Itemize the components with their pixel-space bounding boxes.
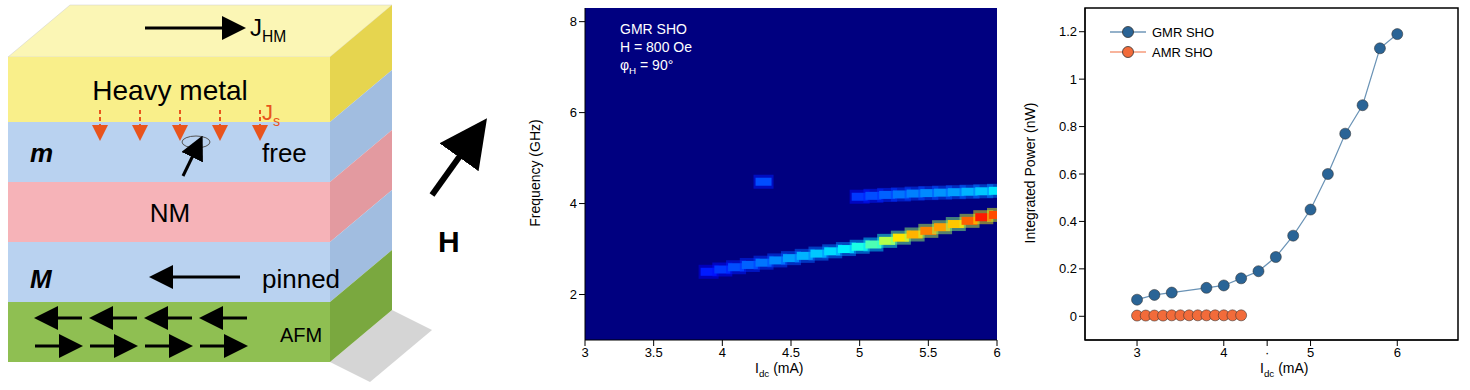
svg-text:0.8: 0.8	[1059, 119, 1077, 134]
svg-text:6: 6	[1394, 345, 1401, 360]
svg-text:m: m	[30, 138, 53, 168]
svg-text:1: 1	[1070, 72, 1077, 87]
svg-text:0: 0	[1070, 309, 1077, 324]
svg-text:Heavy metal: Heavy metal	[92, 75, 248, 106]
svg-text:JHM: JHM	[250, 14, 286, 45]
html-text:Integrated Power (nW): Integrated Power (nW)	[1022, 102, 1038, 244]
svg-text:free: free	[262, 138, 307, 168]
svg-text:NM: NM	[150, 198, 190, 228]
svg-text:8: 8	[570, 14, 577, 29]
svg-text:H: H	[438, 225, 460, 258]
svg-text:3: 3	[1133, 345, 1140, 360]
svg-text:2: 2	[570, 287, 577, 302]
svg-text:pinned: pinned	[262, 264, 340, 294]
html-text:Idc(mA): Idc(mA)	[1260, 360, 1309, 379]
html-text:Frequency (GHz): Frequency (GHz)	[527, 119, 543, 227]
svg-text:3: 3	[581, 345, 588, 360]
svg-text:4: 4	[1220, 345, 1227, 360]
svg-text:1.2: 1.2	[1059, 24, 1077, 39]
html-text:GMR SHO: GMR SHO	[620, 21, 687, 37]
html-text:φH= 90°: φH= 90°	[620, 57, 674, 76]
svg-text:3.5: 3.5	[645, 345, 663, 360]
svg-text:AFM: AFM	[280, 324, 322, 346]
svg-text:4.5: 4.5	[782, 345, 800, 360]
svg-text:6: 6	[570, 105, 577, 120]
html-text:H = 800 Oe: H = 800 Oe	[620, 39, 692, 55]
svg-text:0.4: 0.4	[1059, 214, 1077, 229]
svg-text:4: 4	[570, 196, 577, 211]
svg-text:5.5: 5.5	[919, 345, 937, 360]
svg-text:6: 6	[993, 345, 1000, 360]
svg-text:0.2: 0.2	[1059, 261, 1077, 276]
svg-text:Js: Js	[262, 100, 280, 129]
svg-text:M: M	[30, 264, 53, 294]
html-text:GMR SHO: GMR SHO	[1152, 24, 1215, 40]
svg-text:·: ·	[1265, 345, 1269, 360]
svg-text:5: 5	[856, 345, 863, 360]
html-text:Idc(mA): Idc(mA)	[755, 360, 804, 379]
html-text:AMR SHO: AMR SHO	[1152, 44, 1213, 60]
svg-text:4: 4	[719, 345, 726, 360]
svg-text:5: 5	[1307, 345, 1314, 360]
svg-text:0.6: 0.6	[1059, 167, 1077, 182]
